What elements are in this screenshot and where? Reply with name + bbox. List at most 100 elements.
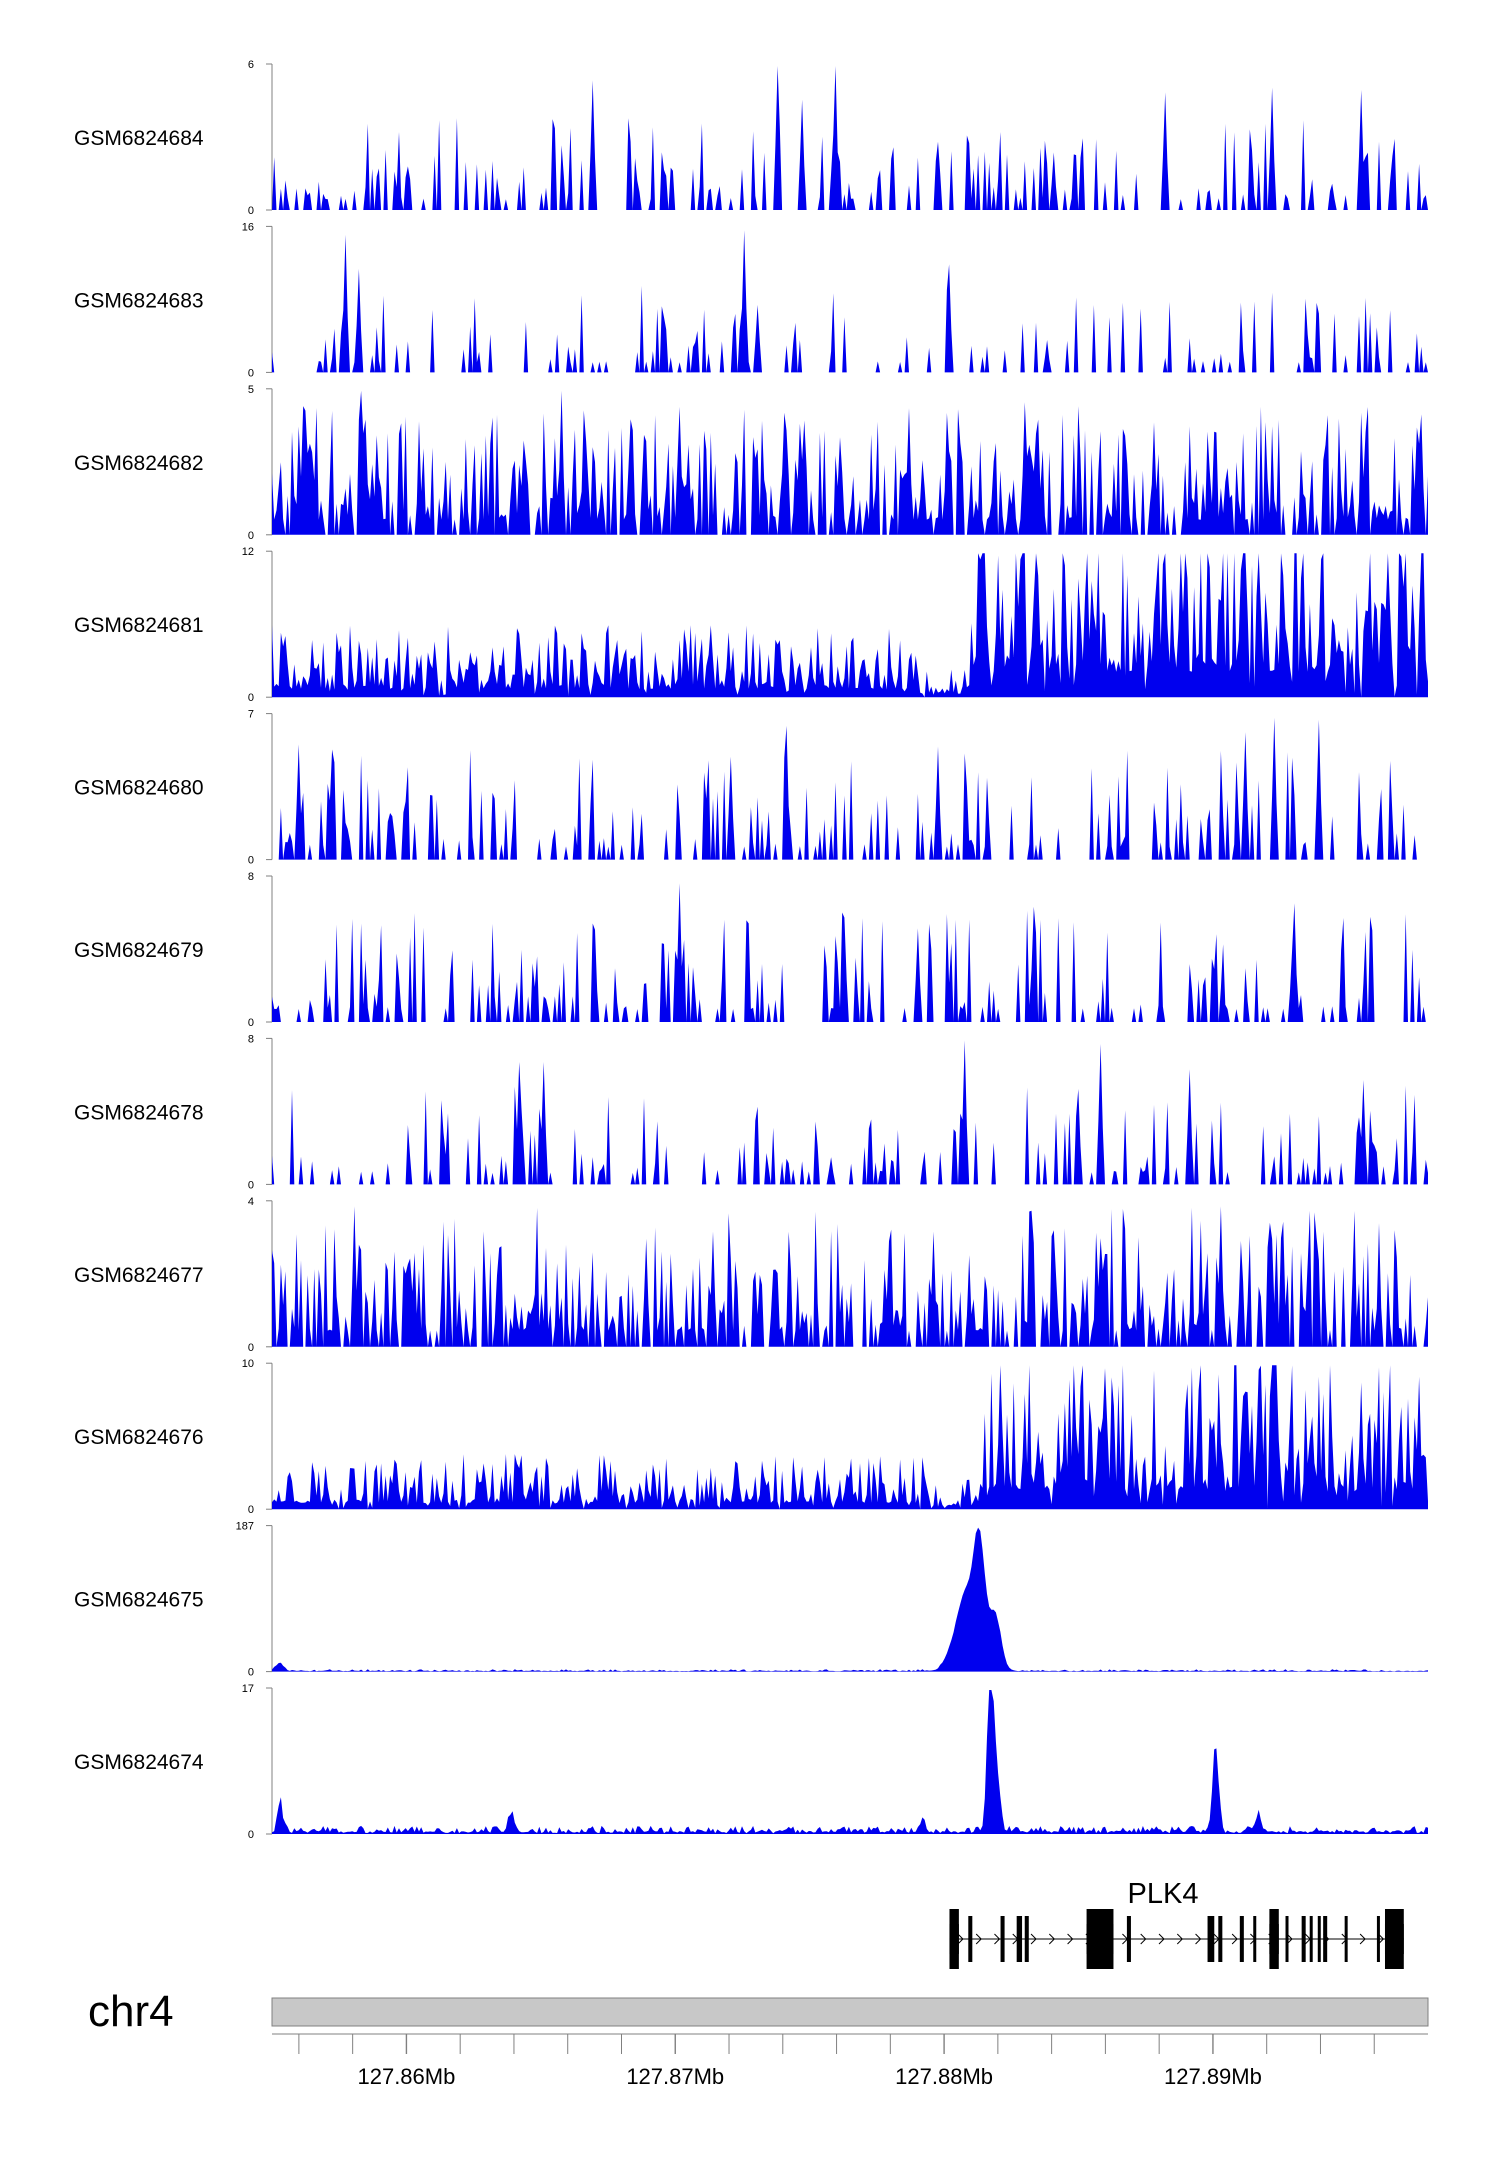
track-label: GSM6824675 [74,1589,204,1612]
strand-arrow [1231,1933,1238,1945]
exon [1207,1916,1215,1962]
exon [1000,1916,1005,1962]
strand-arrow [1067,1933,1074,1945]
track-label: GSM6824681 [74,614,204,637]
track-gsm6824678: GSM6824678 8 0 [74,1033,1428,1191]
strand-arrow [1048,1933,1056,1945]
chromosome-ideogram [271,1997,1429,2027]
coding-exon [1269,1909,1279,1969]
y-axis-max-label: 17 [242,1683,254,1695]
y-axis-min-label: 0 [248,1179,254,1191]
exon [1239,1916,1244,1962]
signal-area [272,1040,1428,1185]
exon [1218,1916,1223,1962]
exon [1309,1916,1313,1962]
genome-axis: chr4 127.86Mb 127.87Mb 127.88Mb 127.89Mb [88,1987,1429,2089]
track-label: GSM6824682 [74,452,204,475]
signal-area [272,717,1428,860]
track-gsm6824676: GSM6824676 10 0 [74,1358,1428,1516]
track-gsm6824679: GSM6824679 8 0 [74,871,1428,1029]
exon [1024,1916,1029,1962]
track-label: GSM6824677 [74,1264,204,1287]
track-label: GSM6824674 [74,1751,204,1774]
signal-area [272,390,1428,535]
signal-area [272,1527,1428,1672]
x-tick-label: 127.89Mb [1164,2064,1262,2089]
y-axis-min-label: 0 [248,855,254,867]
y-axis-max-label: 5 [248,384,254,396]
track-label: GSM6824679 [74,939,204,962]
exon [1323,1916,1328,1962]
y-axis-min-label: 0 [248,692,254,704]
exon [1285,1916,1289,1962]
y-axis-min-label: 0 [248,1342,254,1354]
y-axis-max-label: 4 [248,1196,254,1208]
exon [1376,1916,1380,1962]
track-label: GSM6824683 [74,289,204,312]
track-gsm6824677: GSM6824677 4 0 [74,1196,1428,1354]
exon [1126,1916,1131,1962]
strand-arrow [1286,1933,1293,1945]
y-axis-min-label: 0 [248,1504,254,1516]
track-label: GSM6824680 [74,777,204,800]
y-axis-max-label: 187 [236,1521,254,1533]
exon [1016,1916,1023,1962]
coding-exon [949,1909,959,1969]
strand-arrow [957,1933,964,1945]
exon [1317,1916,1321,1962]
signal-area [272,883,1428,1022]
signal-area [272,553,1428,698]
exon [1253,1916,1257,1962]
strand-arrow [1140,1933,1147,1945]
signal-tracks: GSM682468460GSM6824683160GSM682468250GSM… [74,59,1428,1841]
signal-area [272,230,1428,373]
strand-arrow [1359,1933,1366,1945]
y-axis-min-label: 0 [248,205,254,217]
strand-arrow [1158,1933,1165,1945]
chromosome-label: chr4 [88,1987,174,2036]
strand-arrow [1030,1933,1037,1945]
y-axis-max-label: 10 [242,1358,254,1370]
y-axis-min-label: 0 [248,1829,254,1841]
track-gsm6824681: GSM6824681 12 0 [74,546,1428,704]
track-gsm6824682: GSM6824682 5 0 [74,384,1428,542]
track-gsm6824674: GSM6824674 17 0 [74,1683,1428,1841]
y-axis-max-label: 6 [248,59,254,71]
track-label: GSM6824678 [74,1101,204,1124]
strand-arrow [1176,1933,1183,1945]
y-axis-min-label: 0 [248,1667,254,1679]
y-axis-max-label: 12 [242,546,254,558]
exon [968,1916,973,1962]
x-tick-label: 127.87Mb [626,2064,724,2089]
coding-exon [1384,1909,1404,1969]
y-axis-max-label: 16 [242,221,254,233]
signal-area [272,1365,1428,1510]
track-label: GSM6824684 [74,127,204,150]
y-axis-min-label: 0 [248,367,254,379]
signal-area [272,1690,1428,1834]
gene-label-plk4: PLK4 [1128,1878,1199,1910]
strand-arrow [1195,1933,1202,1945]
strand-arrow [975,1933,982,1945]
track-gsm6824683: GSM6824683 16 0 [74,221,1428,379]
track-label: GSM6824676 [74,1426,204,1449]
y-axis-max-label: 8 [248,871,254,883]
strand-arrow [1378,1933,1385,1945]
x-tick-label: 127.88Mb [895,2064,993,2089]
exon [1301,1916,1306,1962]
x-tick-label: 127.86Mb [357,2064,455,2089]
track-gsm6824684: GSM6824684 6 0 [74,59,1428,217]
gene-annotation-track: PLK4 [949,1878,1404,1969]
y-axis-min-label: 0 [248,530,254,542]
y-axis-min-label: 0 [248,1017,254,1029]
strand-arrow [994,1933,1001,1945]
coding-exon [1086,1909,1114,1969]
signal-area [272,66,1428,210]
exon [1344,1916,1348,1962]
track-gsm6824680: GSM6824680 7 0 [74,709,1428,867]
signal-area [272,1206,1428,1347]
track-gsm6824675: GSM6824675 187 0 [74,1521,1428,1679]
y-axis-max-label: 8 [248,1033,254,1045]
y-axis-max-label: 7 [248,709,254,721]
